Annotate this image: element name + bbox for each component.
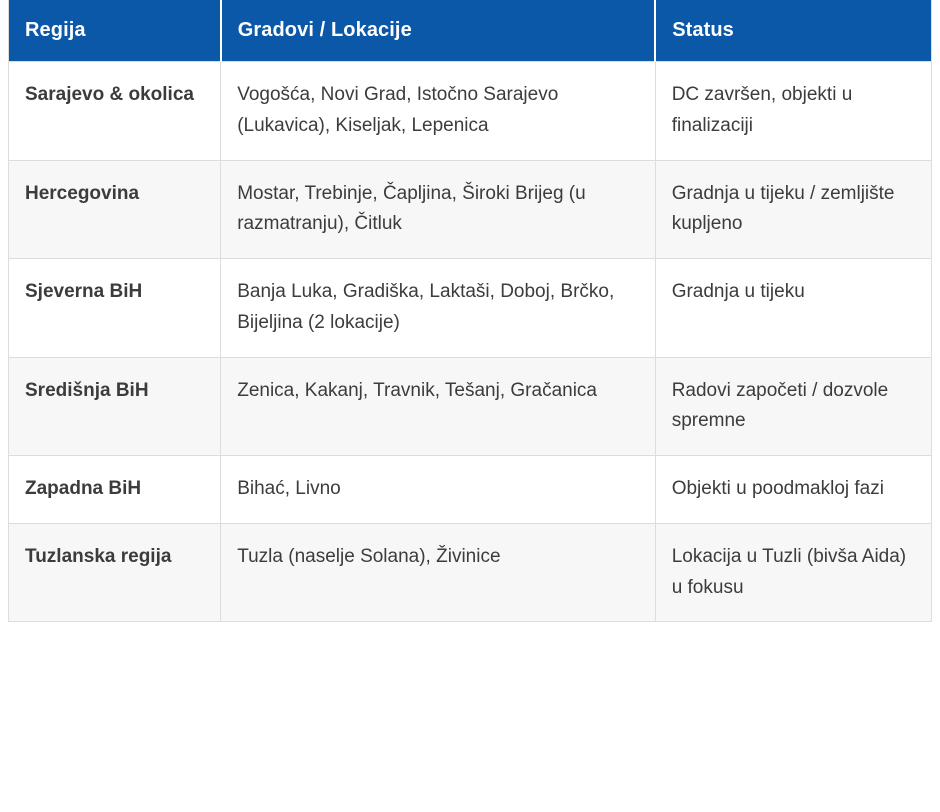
cell-regija: Tuzlanska regija: [8, 522, 222, 622]
cell-status: Objekti u poodmakloj fazi: [655, 455, 932, 524]
column-header-regija: Regija: [8, 0, 222, 62]
cell-gradovi: Zenica, Kakanj, Travnik, Tešanj, Gračani…: [220, 356, 656, 456]
cell-regija: Hercegovina: [8, 159, 222, 259]
cell-regija: Sarajevo & okolica: [8, 61, 222, 161]
column-header-status: Status: [655, 0, 932, 62]
table-row: Hercegovina Mostar, Trebinje, Čapljina, …: [8, 159, 932, 259]
table-row: Središnja BiH Zenica, Kakanj, Travnik, T…: [8, 356, 932, 456]
table-row: Sjeverna BiH Banja Luka, Gradiška, Lakta…: [8, 258, 932, 358]
regions-table: Regija Gradovi / Lokacije Status Sarajev…: [8, 0, 932, 623]
table-header: Regija Gradovi / Lokacije Status: [8, 0, 932, 62]
table-header-row: Regija Gradovi / Lokacije Status: [8, 0, 932, 62]
cell-status: Gradnja u tijeku: [655, 258, 932, 358]
cell-regija: Zapadna BiH: [8, 455, 222, 524]
table-row: Tuzlanska regija Tuzla (naselje Solana),…: [8, 522, 932, 622]
table-body: Sarajevo & okolica Vogošća, Novi Grad, I…: [8, 61, 932, 622]
cell-status: Lokacija u Tuzli (bivša Aida) u fokusu: [655, 522, 932, 622]
cell-gradovi: Vogošća, Novi Grad, Istočno Sarajevo (Lu…: [220, 61, 656, 161]
column-header-gradovi-lokacije: Gradovi / Lokacije: [220, 0, 657, 62]
table-container: Regija Gradovi / Lokacije Status Sarajev…: [8, 0, 932, 623]
cell-gradovi: Mostar, Trebinje, Čapljina, Široki Brije…: [220, 159, 656, 259]
table-row: Sarajevo & okolica Vogošća, Novi Grad, I…: [8, 61, 932, 161]
cell-gradovi: Tuzla (naselje Solana), Živinice: [220, 522, 656, 622]
cell-regija: Središnja BiH: [8, 356, 222, 456]
cell-status: Radovi započeti / dozvole spremne: [655, 356, 932, 456]
table-row: Zapadna BiH Bihać, Livno Objekti u poodm…: [8, 455, 932, 524]
cell-gradovi: Banja Luka, Gradiška, Laktaši, Doboj, Br…: [220, 258, 656, 358]
cell-regija: Sjeverna BiH: [8, 258, 222, 358]
cell-status: Gradnja u tijeku / zemljište kupljeno: [655, 159, 932, 259]
cell-status: DC završen, objekti u finalizaciji: [655, 61, 932, 161]
cell-gradovi: Bihać, Livno: [220, 455, 656, 524]
